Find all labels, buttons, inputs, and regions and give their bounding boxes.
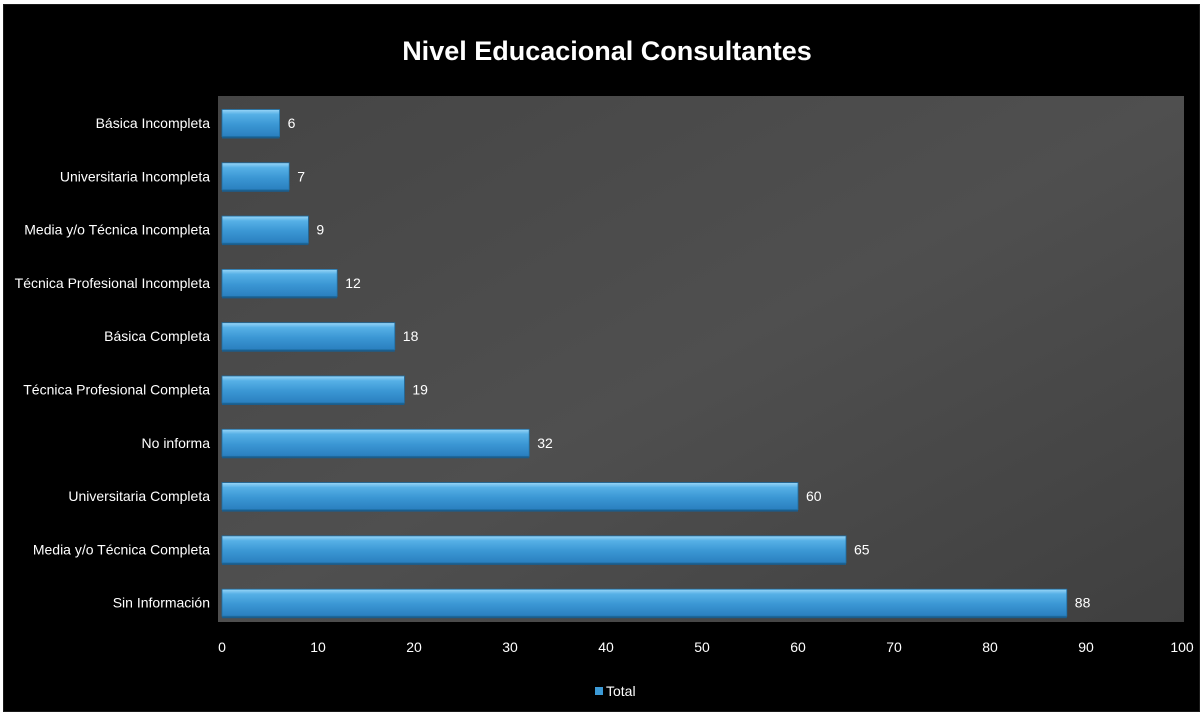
- data-label: 7: [297, 168, 305, 184]
- category-label: Técnica Profesional Incompleta: [15, 275, 211, 291]
- data-label: 19: [412, 382, 428, 398]
- bar: [221, 268, 338, 297]
- ticks-layer: 0 10 20 30 40 50 60 70 80 90 100: [218, 639, 1194, 655]
- data-label: 6: [288, 115, 296, 131]
- legend-swatch: [595, 687, 603, 695]
- x-tick-label: 100: [1170, 639, 1194, 655]
- x-tick-label: 80: [982, 639, 998, 655]
- bar: [221, 535, 847, 564]
- chart-svg: Nivel Educacional Consultantes Básica In…: [15, 36, 1194, 699]
- bar: [221, 482, 799, 511]
- bar: [221, 428, 530, 457]
- x-tick-label: 50: [694, 639, 710, 655]
- data-label: 18: [403, 328, 419, 344]
- bar: [221, 109, 280, 137]
- x-tick-label: 90: [1078, 639, 1094, 655]
- x-tick-label: 70: [886, 639, 902, 655]
- x-tick-label: 10: [310, 639, 326, 655]
- bar: [221, 322, 396, 351]
- category-label: Universitaria Completa: [68, 488, 210, 504]
- x-tick-label: 40: [598, 639, 614, 655]
- data-label: 12: [345, 275, 361, 291]
- data-label: 60: [806, 488, 822, 504]
- data-label: 9: [316, 222, 324, 238]
- category-label: No informa: [142, 435, 211, 451]
- data-label: 65: [854, 541, 870, 557]
- x-tick-label: 60: [790, 639, 806, 655]
- category-label: Básica Incompleta: [96, 115, 211, 131]
- data-label: 88: [1075, 595, 1091, 611]
- plot-area: [218, 96, 1184, 622]
- category-label: Media y/o Técnica Incompleta: [24, 222, 210, 238]
- bar: [221, 588, 1068, 617]
- bar: [221, 375, 405, 404]
- category-label: Universitaria Incompleta: [60, 168, 210, 184]
- x-tick-label: 0: [218, 639, 226, 655]
- bars-layer: [221, 109, 1068, 619]
- bar: [221, 215, 309, 244]
- x-tick-label: 20: [406, 639, 422, 655]
- bar: [221, 162, 290, 191]
- chart-title: Nivel Educacional Consultantes: [402, 36, 812, 66]
- category-label: Sin Información: [113, 595, 210, 611]
- labels-layer: Básica Incompleta 6 Universitaria Incomple…: [15, 115, 1091, 611]
- category-label: Técnica Profesional Completa: [23, 382, 210, 398]
- legend-label: Total: [606, 683, 636, 699]
- category-label: Básica Completa: [104, 328, 210, 344]
- category-label: Media y/o Técnica Completa: [33, 541, 210, 557]
- legend: Total: [595, 683, 636, 699]
- data-label: 32: [537, 435, 553, 451]
- chart-frame: Nivel Educacional Consultantes Básica In…: [3, 4, 1200, 712]
- x-tick-label: 30: [502, 639, 518, 655]
